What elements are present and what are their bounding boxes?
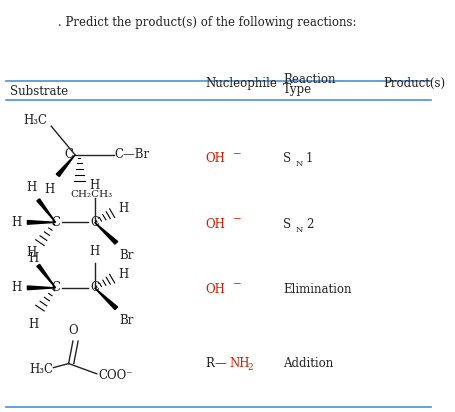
Text: C: C [90,281,99,294]
Text: Product(s): Product(s) [382,77,444,90]
Text: CH₂CH₃: CH₂CH₃ [71,190,113,199]
Text: H: H [29,318,39,331]
Text: C: C [51,216,60,229]
Text: C: C [64,148,73,162]
Polygon shape [56,155,75,176]
Text: COO⁻: COO⁻ [98,369,132,382]
Text: . Predict the product(s) of the following reactions:: . Predict the product(s) of the followin… [58,16,355,29]
Text: OH: OH [205,218,224,231]
Text: N: N [295,160,302,168]
Text: C: C [51,281,60,294]
Text: C—Br: C—Br [114,148,149,162]
Polygon shape [27,286,56,290]
Text: Br: Br [120,249,134,262]
Text: Type: Type [283,83,312,96]
Text: H: H [118,202,128,215]
Text: —: — [214,357,226,370]
Text: O: O [68,324,77,337]
Text: −: − [233,281,242,290]
Text: H: H [26,181,37,194]
Text: H: H [89,180,100,192]
Polygon shape [37,199,56,222]
Text: H: H [89,245,100,258]
Polygon shape [94,288,117,309]
Text: H₃C: H₃C [30,363,53,376]
Text: −: − [233,150,242,159]
Text: H: H [118,268,128,281]
Text: 2: 2 [305,218,313,231]
Text: H: H [11,216,22,229]
Text: N: N [295,226,302,234]
Polygon shape [94,222,117,244]
Text: Elimination: Elimination [283,283,351,296]
Text: S: S [283,218,291,231]
Text: Nucleophile: Nucleophile [205,77,276,90]
Text: OH: OH [205,152,224,166]
Text: S: S [283,152,291,166]
Text: −: − [233,215,242,224]
Text: Br: Br [120,314,134,328]
Text: NH: NH [228,357,249,370]
Text: R: R [205,357,213,370]
Text: Addition: Addition [283,357,333,370]
Text: H: H [44,183,54,197]
Polygon shape [37,265,56,288]
Text: H: H [11,281,22,294]
Text: Substrate: Substrate [10,85,68,98]
Text: H: H [29,252,39,265]
Text: 1: 1 [305,152,313,166]
Text: Reaction: Reaction [283,73,335,86]
Polygon shape [27,220,56,224]
Text: H: H [26,246,37,259]
Text: H₃C: H₃C [23,114,47,126]
Text: C: C [90,216,99,229]
Text: 2: 2 [247,363,253,372]
Text: OH: OH [205,283,224,296]
